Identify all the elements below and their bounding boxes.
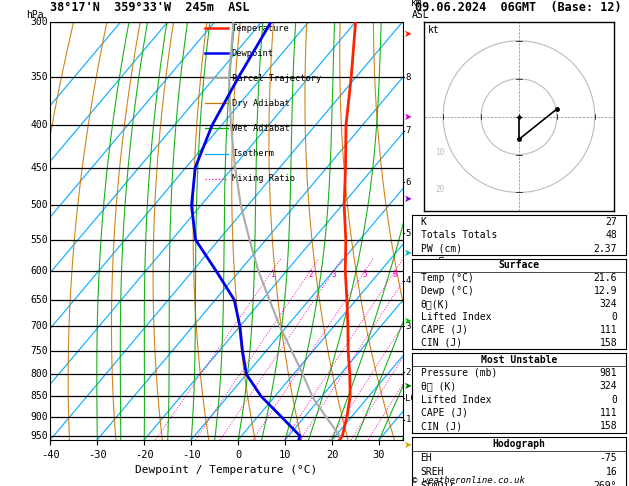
Text: 3: 3 <box>332 270 337 279</box>
Text: 4: 4 <box>405 277 411 285</box>
Text: Temperature: Temperature <box>231 24 289 33</box>
Text: 981: 981 <box>599 368 617 378</box>
Text: 950: 950 <box>30 431 48 441</box>
Text: Temp (°C): Temp (°C) <box>421 273 474 283</box>
Text: Dewpoint: Dewpoint <box>231 49 274 58</box>
Text: 269°: 269° <box>594 481 617 486</box>
Text: Totals Totals: Totals Totals <box>421 230 497 240</box>
Text: K: K <box>421 217 426 227</box>
Text: SREH: SREH <box>421 467 444 477</box>
Text: Dry Adiabat: Dry Adiabat <box>231 99 289 108</box>
Text: 324: 324 <box>599 381 617 391</box>
Text: 1: 1 <box>270 270 275 279</box>
Text: 800: 800 <box>30 369 48 379</box>
Text: 0: 0 <box>611 395 617 405</box>
Text: Mixing Ratio (g/kg): Mixing Ratio (g/kg) <box>438 180 447 282</box>
Text: 550: 550 <box>30 235 48 244</box>
Text: Lifted Index: Lifted Index <box>421 312 491 322</box>
Text: CIN (J): CIN (J) <box>421 337 462 347</box>
Text: CAPE (J): CAPE (J) <box>421 408 467 418</box>
Text: 5: 5 <box>405 228 411 238</box>
Text: Most Unstable: Most Unstable <box>481 354 557 364</box>
Text: 111: 111 <box>599 408 617 418</box>
Text: 12.9: 12.9 <box>594 286 617 296</box>
Text: 48: 48 <box>606 230 617 240</box>
Text: 2: 2 <box>405 367 411 377</box>
Text: 10: 10 <box>435 148 445 156</box>
Text: 2.37: 2.37 <box>594 243 617 254</box>
Text: 750: 750 <box>30 346 48 356</box>
Text: 400: 400 <box>30 120 48 130</box>
Text: ➤: ➤ <box>404 194 411 204</box>
Text: 600: 600 <box>30 266 48 276</box>
Text: 16: 16 <box>606 467 617 477</box>
Text: 324: 324 <box>599 299 617 309</box>
Text: EH: EH <box>421 453 432 463</box>
Text: 20: 20 <box>435 186 445 194</box>
Text: 350: 350 <box>30 72 48 82</box>
Text: -75: -75 <box>599 453 617 463</box>
Text: 650: 650 <box>30 295 48 305</box>
Text: ➤: ➤ <box>404 382 411 391</box>
Text: 850: 850 <box>30 391 48 401</box>
Text: ➤: ➤ <box>404 112 411 122</box>
Text: Mixing Ratio: Mixing Ratio <box>231 174 295 183</box>
Text: Lifted Index: Lifted Index <box>421 395 491 405</box>
Text: 158: 158 <box>599 421 617 432</box>
Text: 111: 111 <box>599 325 617 335</box>
Text: 900: 900 <box>30 412 48 422</box>
X-axis label: Dewpoint / Temperature (°C): Dewpoint / Temperature (°C) <box>135 465 318 475</box>
Text: 0: 0 <box>611 312 617 322</box>
Text: 500: 500 <box>30 200 48 210</box>
Text: 1: 1 <box>405 416 411 424</box>
Text: 09.06.2024  06GMT  (Base: 12): 09.06.2024 06GMT (Base: 12) <box>415 0 621 14</box>
Text: © weatheronline.co.uk: © weatheronline.co.uk <box>412 476 525 485</box>
Text: 300: 300 <box>30 17 48 27</box>
Text: Dewp (°C): Dewp (°C) <box>421 286 474 296</box>
Text: 2: 2 <box>308 270 313 279</box>
Text: StmDir: StmDir <box>421 481 456 486</box>
Text: 6: 6 <box>405 178 411 187</box>
Text: 21.6: 21.6 <box>594 273 617 283</box>
Text: 450: 450 <box>30 163 48 173</box>
Text: Parcel Trajectory: Parcel Trajectory <box>231 74 321 83</box>
Text: ➤: ➤ <box>404 440 411 450</box>
Text: PW (cm): PW (cm) <box>421 243 462 254</box>
Text: Surface: Surface <box>498 260 540 271</box>
Text: Isotherm: Isotherm <box>231 149 274 158</box>
Text: 8: 8 <box>393 270 398 279</box>
Text: kt: kt <box>428 25 440 35</box>
Text: km
ASL: km ASL <box>411 0 429 20</box>
Text: ➤: ➤ <box>404 316 411 326</box>
Text: 38°17'N  359°33'W  245m  ASL: 38°17'N 359°33'W 245m ASL <box>50 0 250 14</box>
Text: 700: 700 <box>30 321 48 331</box>
Text: ➤: ➤ <box>404 29 411 39</box>
Text: Hodograph: Hodograph <box>493 439 545 449</box>
Text: 158: 158 <box>599 337 617 347</box>
Text: θᴇ(K): θᴇ(K) <box>421 299 450 309</box>
Text: 7: 7 <box>405 126 411 135</box>
Text: CIN (J): CIN (J) <box>421 421 462 432</box>
Text: 3: 3 <box>405 322 411 331</box>
Text: hPa: hPa <box>26 10 43 20</box>
Text: θᴇ (K): θᴇ (K) <box>421 381 456 391</box>
Text: LCL: LCL <box>405 394 421 403</box>
Text: CAPE (J): CAPE (J) <box>421 325 467 335</box>
Text: 27: 27 <box>606 217 617 227</box>
Text: Wet Adiabat: Wet Adiabat <box>231 124 289 133</box>
Text: Pressure (mb): Pressure (mb) <box>421 368 497 378</box>
Text: 5: 5 <box>363 270 367 279</box>
Text: ➤: ➤ <box>404 248 411 258</box>
Text: 8: 8 <box>405 73 411 82</box>
